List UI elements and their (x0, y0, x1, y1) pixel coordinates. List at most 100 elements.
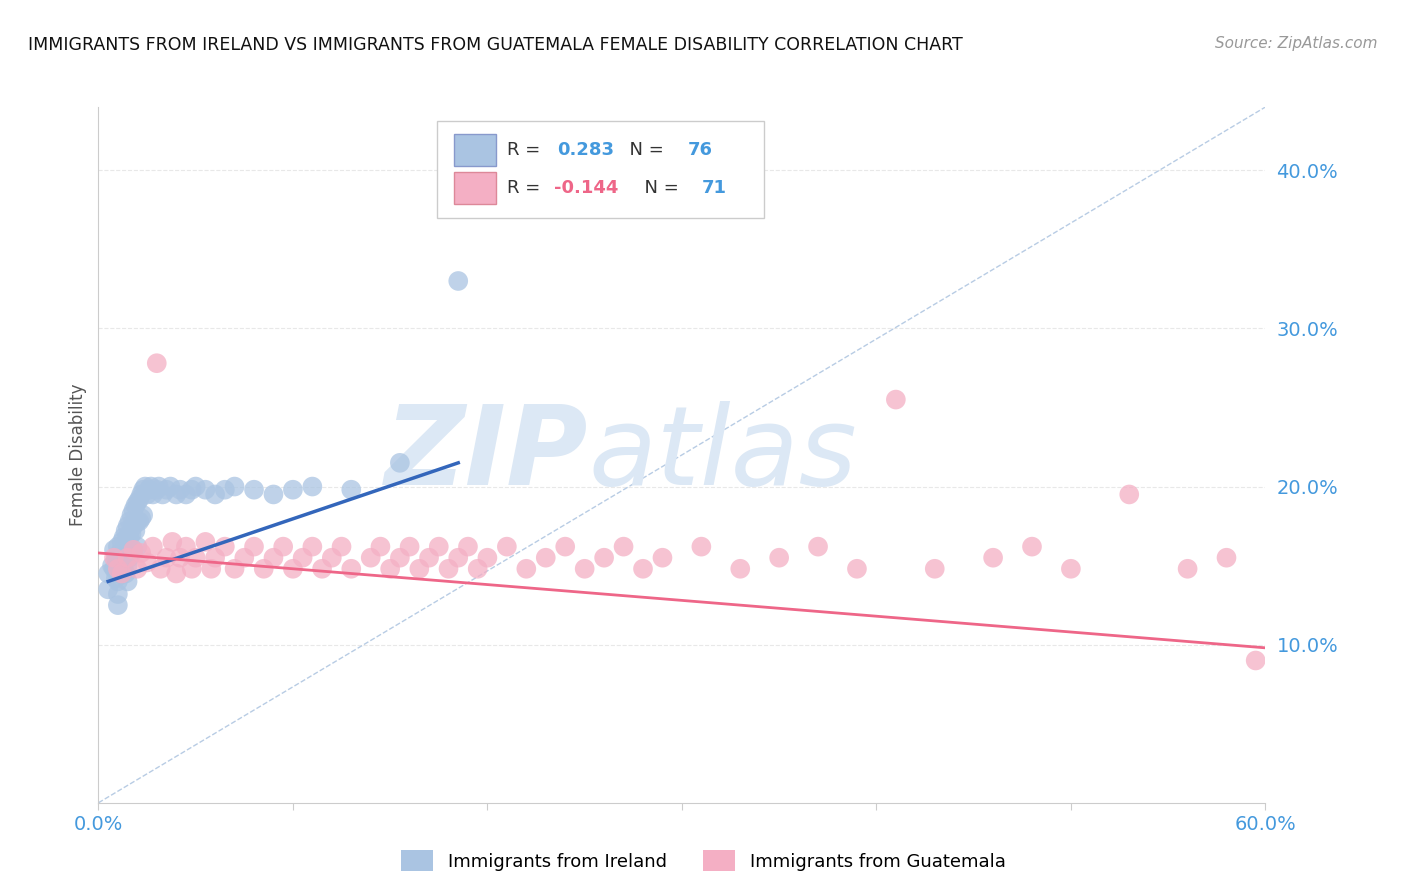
Point (301, 540, 323, 554)
Point (768, 550, 790, 565)
Point (127, 562, 149, 576)
Point (146, 483, 169, 497)
Point (554, 540, 576, 554)
Point (117, 574, 139, 589)
Point (112, 546, 135, 560)
Point (291, 550, 314, 565)
Point (574, 562, 596, 576)
Point (262, 487, 284, 501)
Point (118, 550, 141, 565)
Point (117, 558, 139, 573)
Point (388, 456, 411, 470)
Point (981, 550, 1004, 565)
Point (97, 566, 120, 581)
Text: R =: R = (508, 179, 546, 197)
Point (1118, 487, 1140, 501)
Point (281, 483, 304, 497)
Point (122, 519, 145, 533)
Point (447, 550, 470, 565)
Point (155, 550, 177, 565)
Point (690, 540, 713, 554)
Point (174, 487, 197, 501)
Text: Source: ZipAtlas.com: Source: ZipAtlas.com (1215, 36, 1378, 51)
Point (134, 479, 156, 493)
Point (457, 540, 479, 554)
Point (360, 550, 382, 565)
Point (128, 514, 150, 528)
Point (214, 540, 236, 554)
Text: IMMIGRANTS FROM IRELAND VS IMMIGRANTS FROM GUATEMALA FEMALE DISABILITY CORRELATI: IMMIGRANTS FROM IRELAND VS IMMIGRANTS FR… (28, 36, 963, 54)
Point (388, 550, 411, 565)
Point (112, 530, 135, 544)
Point (114, 550, 136, 565)
Point (114, 540, 136, 554)
Point (129, 511, 152, 525)
Point (204, 487, 226, 501)
Point (124, 499, 146, 513)
Text: N =: N = (633, 179, 685, 197)
Point (243, 483, 266, 497)
Point (398, 540, 420, 554)
Point (118, 530, 141, 544)
Point (136, 556, 159, 570)
Point (200, 562, 222, 576)
Point (1244, 653, 1267, 667)
Point (243, 540, 266, 554)
Point (204, 550, 226, 565)
Point (233, 550, 256, 565)
Text: 76: 76 (688, 141, 713, 159)
Point (136, 487, 159, 501)
Point (121, 546, 143, 560)
Point (101, 558, 124, 573)
Point (128, 492, 150, 507)
Point (924, 562, 946, 576)
Point (447, 274, 470, 288)
Point (311, 562, 333, 576)
Point (174, 540, 197, 554)
FancyBboxPatch shape (454, 172, 496, 203)
Point (111, 566, 134, 581)
Point (159, 479, 181, 493)
Point (380, 562, 402, 576)
Point (184, 479, 207, 493)
Point (194, 483, 217, 497)
Point (121, 508, 143, 522)
Point (142, 540, 165, 554)
Text: ZIP: ZIP (385, 401, 589, 508)
Point (122, 542, 145, 557)
Point (127, 540, 149, 554)
Point (330, 540, 353, 554)
Point (103, 550, 125, 565)
Text: -0.144: -0.144 (554, 179, 617, 197)
Text: 71: 71 (702, 179, 727, 197)
Point (122, 503, 145, 517)
Point (107, 598, 129, 612)
Point (117, 542, 139, 557)
Point (111, 550, 134, 565)
Point (169, 550, 191, 565)
Point (253, 562, 276, 576)
Point (437, 562, 460, 576)
Point (107, 562, 129, 576)
Point (162, 534, 184, 549)
Point (651, 550, 673, 565)
Point (142, 487, 165, 501)
Point (214, 483, 236, 497)
Text: N =: N = (617, 141, 669, 159)
Point (149, 562, 172, 576)
Point (97, 582, 120, 597)
Point (107, 562, 129, 576)
Point (117, 550, 139, 565)
Point (515, 562, 537, 576)
Point (180, 483, 202, 497)
Point (184, 550, 207, 565)
Point (127, 514, 149, 528)
Point (124, 524, 146, 538)
Point (496, 540, 519, 554)
Point (129, 546, 152, 560)
Point (370, 540, 392, 554)
Point (122, 542, 145, 557)
Point (340, 483, 363, 497)
Point (114, 566, 136, 581)
Point (1021, 540, 1043, 554)
